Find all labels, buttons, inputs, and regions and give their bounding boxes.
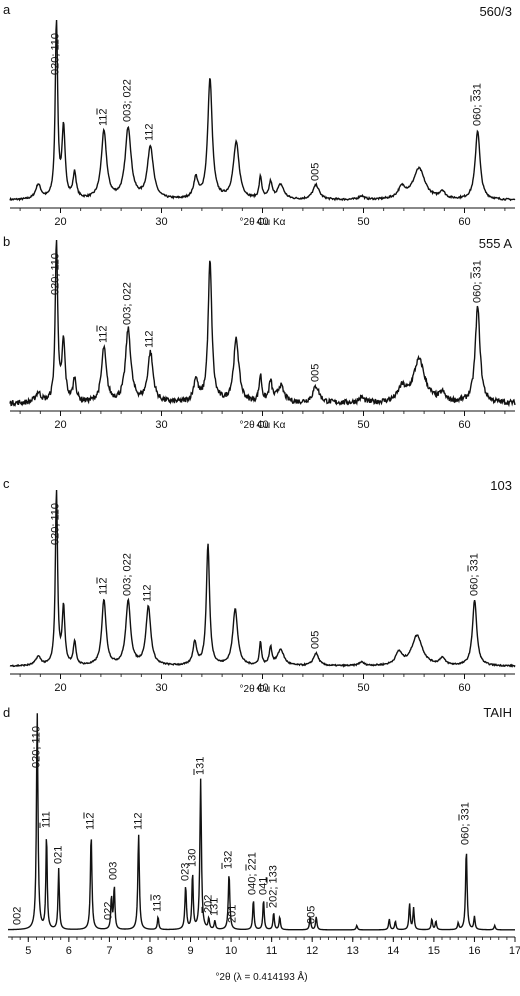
- x-tick-label-b: 30: [155, 419, 167, 431]
- x-tick-label-c: 40: [256, 682, 268, 694]
- x-axis-label-d: °2θ (λ = 0.414193 Å): [215, 970, 307, 983]
- sample-name-c: 103: [490, 478, 512, 493]
- panel-letter-c: c: [3, 476, 10, 491]
- panel-letter-d: d: [3, 705, 10, 720]
- sample-name-a: 560/3: [479, 4, 512, 19]
- x-tick-label-c: 30: [155, 682, 167, 694]
- peak-label-text: 060; 331: [459, 802, 472, 846]
- x-tick-label-d: 13: [347, 945, 359, 957]
- peak-label-text: 112: [141, 584, 154, 602]
- peak-label-text: 060; 331: [468, 553, 481, 596]
- peak-label-d: 005: [305, 905, 318, 924]
- x-tick-label-d: 9: [187, 945, 193, 957]
- diffraction-trace-c: [9, 489, 516, 668]
- x-tick-label-d: 6: [66, 945, 72, 957]
- peak-label-text: 060; 331: [471, 260, 484, 303]
- panel-letter-b: b: [3, 234, 10, 249]
- x-tick-label-b: 50: [357, 419, 369, 431]
- peak-label-text: 005: [309, 630, 322, 650]
- diffraction-trace-b: [9, 239, 516, 408]
- peak-label-c: 112: [141, 584, 154, 602]
- x-axis-label-c: °2θ Cu Kα: [240, 684, 286, 695]
- x-axis-label-a: °2θ Cu Kα: [240, 217, 286, 228]
- x-tick-label-d: 17: [509, 945, 520, 957]
- x-tick-label-d: 10: [225, 945, 237, 957]
- peak-label-c: 060; 331: [468, 553, 481, 596]
- x-tick-label-b: 40: [256, 419, 268, 431]
- x-tick-label-a: 40: [256, 216, 268, 228]
- x-tick-label-c: 20: [54, 682, 66, 694]
- x-tick-label-b: 60: [458, 419, 470, 431]
- diffraction-trace-d: [7, 713, 515, 931]
- x-tick-label-d: 16: [468, 945, 480, 957]
- x-tick-label-a: 60: [458, 216, 470, 228]
- x-tick-label-d: 11: [266, 945, 277, 957]
- peak-label-a: 060; 331: [471, 83, 484, 127]
- diffraction-trace-a: [9, 19, 516, 202]
- peak-label-text: 060; 331: [471, 83, 484, 127]
- x-tick-label-d: 5: [25, 945, 31, 957]
- peak-label-text: 002: [11, 906, 24, 926]
- sample-name-b: 555 A: [479, 236, 513, 251]
- x-tick-label-b: 20: [54, 419, 66, 431]
- peak-label-b: 060; 331: [471, 260, 484, 303]
- peak-label-a: 112: [143, 123, 156, 141]
- x-tick-label-a: 30: [155, 216, 167, 228]
- x-tick-label-d: 12: [306, 945, 318, 957]
- peak-label-a: 005: [309, 162, 322, 181]
- peak-label-text: 005: [309, 162, 322, 181]
- peak-label-text: 005: [305, 905, 318, 924]
- x-tick-label-d: 8: [147, 945, 153, 957]
- peak-label-b: 112: [143, 330, 156, 348]
- x-tick-label-c: 50: [357, 682, 369, 694]
- x-tick-label-d: 7: [106, 945, 112, 957]
- panel-letter-a: a: [3, 2, 11, 17]
- x-tick-label-a: 20: [54, 216, 66, 228]
- sample-name-d: TAIH: [483, 705, 512, 720]
- peak-label-b: 005: [309, 363, 322, 383]
- peak-label-text: 005: [309, 363, 322, 383]
- x-tick-label-d: 15: [428, 945, 440, 957]
- x-tick-label-d: 14: [387, 945, 399, 957]
- x-axis-label-b: °2θ Cu Kα: [240, 420, 286, 431]
- peak-label-text: 112: [143, 330, 156, 348]
- x-tick-label-a: 50: [357, 216, 369, 228]
- peak-label-text: 112: [143, 123, 156, 141]
- x-tick-label-c: 60: [458, 682, 470, 694]
- peak-label-d: 060; 331: [459, 802, 472, 846]
